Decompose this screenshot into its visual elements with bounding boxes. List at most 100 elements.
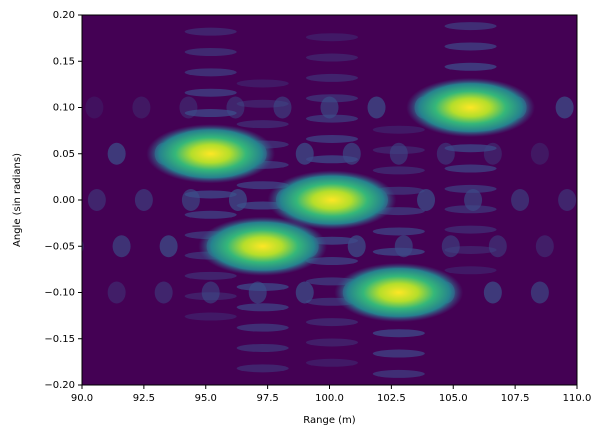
sidelobe [14,282,32,304]
sidelobe [372,329,425,338]
sidelobe [555,96,574,119]
sidelobe [444,225,497,234]
sidelobe [184,271,237,280]
sidelobe [236,344,289,352]
sidelobe [181,189,200,211]
sidelobe [558,189,577,211]
sidelobe [134,189,153,211]
x-tick-label: 105.0 [439,393,468,404]
x-tick-label: 102.5 [377,393,406,404]
sidelobe [184,27,237,36]
sidelobe [107,281,126,304]
sidelobe [112,235,131,258]
sidelobe [511,189,530,211]
sidelobe [417,189,436,211]
x-tick-label: 100.0 [315,393,344,404]
y-tick-label: 0.10 [53,103,75,114]
x-tick-label: 110.0 [563,393,592,404]
sidelobe [85,96,104,119]
sidelobe [483,281,502,304]
sidelobe [184,48,237,56]
x-tick-label: 90.0 [71,393,93,404]
y-axis-label: Angle (sin radians) [12,153,23,247]
sidelobe [179,96,198,119]
sidelobe [0,189,12,211]
sidelobe [444,205,497,214]
sidelobe [444,22,497,31]
sidelobe [236,79,289,88]
sidelobe [372,166,425,175]
sidelobe [305,155,358,164]
x-tick-label: 97.5 [256,393,278,404]
sidelobe [236,323,289,332]
sidelobe [444,42,497,51]
peak [267,170,397,230]
sidelobe [367,96,386,119]
peak [406,77,535,138]
y-tick-label: 0.00 [53,195,75,206]
sidelobe [159,235,178,258]
sidelobe [305,114,358,123]
y-tick-label: 0.20 [53,10,75,21]
sidelobe [583,235,601,257]
sidelobe [372,146,425,155]
sidelobe [372,227,425,236]
sidelobe [305,73,358,82]
sidelobe [184,109,237,118]
sidelobe [236,364,289,373]
sidelobe [305,33,358,42]
sidelobe [373,431,425,438]
peak [146,124,276,184]
sidelobe [228,189,247,211]
sidelobe [530,281,549,304]
sidelobe [201,281,220,304]
sidelobe [184,312,237,321]
y-tick-label: −0.10 [44,288,75,299]
sidelobe [248,281,267,304]
sidelobe [305,318,358,327]
sidelobe [444,245,497,254]
sidelobe [578,143,596,165]
sidelobe [305,134,358,143]
sidelobe [441,235,460,258]
sidelobe [226,96,245,119]
sidelobe [488,235,507,258]
sidelobe [372,369,425,378]
sidelobe [320,96,339,119]
sidelobe [305,53,358,62]
sidelobe [305,338,358,347]
sidelobe [444,184,497,193]
sidelobe [389,142,408,165]
sidelobe [372,125,425,134]
sidelobe [273,96,292,119]
sidelobe [87,189,106,211]
peak [334,262,464,323]
sidelobe [444,144,497,153]
sidelobe [603,97,607,119]
sidelobe [107,142,126,165]
sidelobe [236,120,289,129]
sidelobe [445,2,497,10]
sidelobe [237,405,289,413]
sidelobe [444,164,497,173]
sidelobe [184,68,237,77]
sidelobe [184,210,237,219]
sidelobe [252,384,273,385]
y-tick-label: −0.20 [44,380,75,391]
sidelobe [373,411,425,419]
sidelobe [295,281,314,304]
sidelobe [578,282,596,304]
sidelobe [530,142,549,165]
y-tick-label: −0.05 [44,241,75,252]
peak [198,216,328,276]
sidelobe [154,281,173,304]
sidelobe [372,349,425,358]
x-axis-label: Range (m) [303,415,356,426]
sidelobe [305,358,358,367]
sidelobe [236,303,289,312]
x-tick-label: 92.5 [133,393,155,404]
sidelobe [184,88,237,97]
sidelobe [444,62,497,71]
